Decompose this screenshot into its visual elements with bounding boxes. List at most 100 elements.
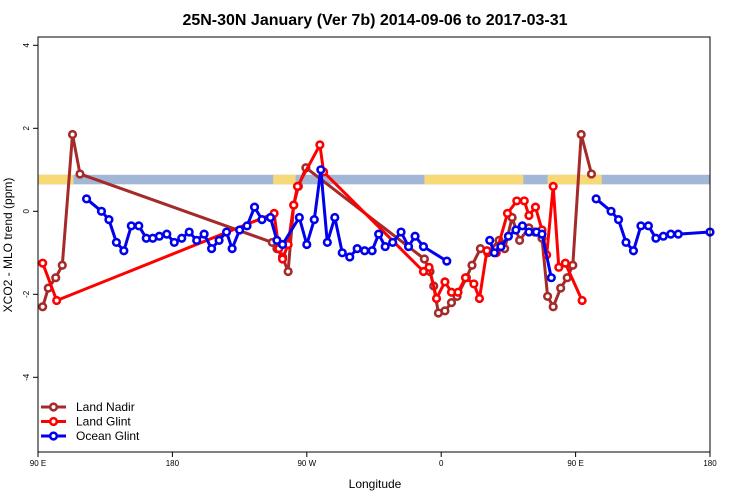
- series-land-nadir: [38, 129, 597, 318]
- x-tick-label: 90 E: [567, 459, 583, 468]
- data-point: [272, 235, 282, 245]
- legend-label: Land Glint: [76, 415, 131, 429]
- data-point: [460, 273, 471, 283]
- data-point: [294, 212, 304, 223]
- legend-label: Ocean Glint: [76, 429, 140, 443]
- y-tick-label: -2: [22, 290, 31, 298]
- series-layer: [38, 129, 715, 318]
- data-point: [554, 262, 564, 272]
- data-point: [257, 215, 267, 225]
- legend-swatch-marker: [48, 402, 59, 412]
- data-point: [442, 256, 452, 266]
- y-tick-label: 4: [22, 43, 31, 48]
- data-point: [249, 202, 260, 212]
- data-point: [424, 262, 434, 272]
- x-axis-title: Longitude: [349, 477, 402, 491]
- data-point: [221, 227, 232, 237]
- data-point: [330, 212, 340, 223]
- data-point: [548, 302, 558, 312]
- data-point: [119, 246, 129, 256]
- data-point: [643, 221, 654, 231]
- y-tick-label: 2: [22, 126, 31, 131]
- data-point: [482, 246, 492, 256]
- data-point: [524, 227, 534, 237]
- data-point: [177, 233, 187, 243]
- data-point: [81, 194, 92, 204]
- legend-swatch-marker: [48, 416, 59, 427]
- data-point: [289, 200, 299, 210]
- data-point: [345, 252, 355, 262]
- data-point: [162, 229, 172, 239]
- data-point: [38, 258, 48, 268]
- data-point: [192, 235, 202, 245]
- series-line: [595, 197, 711, 253]
- data-point: [410, 231, 420, 241]
- x-tick-label: 180: [166, 459, 180, 468]
- data-point: [316, 165, 326, 175]
- data-point: [469, 279, 479, 289]
- data-point: [207, 244, 217, 254]
- ocean-band: [38, 174, 710, 185]
- series-ocean-glint: [591, 194, 715, 256]
- data-point: [315, 140, 325, 150]
- data-point: [474, 293, 485, 304]
- data-point: [126, 221, 136, 231]
- land-band-segment: [424, 174, 524, 185]
- plot-frame: [37, 36, 711, 453]
- data-point: [277, 254, 288, 264]
- data-point: [352, 244, 362, 254]
- data-point: [467, 260, 477, 270]
- land-band-segment: [273, 174, 296, 185]
- data-point: [537, 229, 547, 239]
- data-point: [530, 202, 541, 212]
- data-point: [489, 248, 500, 258]
- data-point: [431, 293, 442, 304]
- data-point: [517, 221, 528, 231]
- data-point: [628, 246, 639, 256]
- data-point: [576, 129, 586, 140]
- data-point: [485, 235, 495, 245]
- data-point: [134, 221, 144, 231]
- data-point: [403, 241, 414, 252]
- data-point: [418, 266, 429, 277]
- data-point: [337, 248, 347, 258]
- data-point: [96, 206, 107, 216]
- land-band-segment: [547, 174, 602, 185]
- data-point: [524, 210, 534, 221]
- data-point: [283, 266, 293, 277]
- data-point: [577, 295, 587, 306]
- series-ocean-glint: [485, 221, 556, 283]
- legend-item: Land Glint: [41, 415, 131, 429]
- data-point: [446, 298, 457, 308]
- data-point: [418, 241, 429, 252]
- y-tick-label: 0: [22, 209, 31, 214]
- data-point: [227, 244, 237, 254]
- legend-swatch-marker: [48, 431, 59, 441]
- series-ocean-glint: [81, 165, 452, 266]
- data-point: [453, 287, 463, 297]
- y-axis: 4 2 0 -2 -4: [22, 43, 38, 381]
- data-point: [184, 227, 194, 237]
- x-tick-label: 90 W: [297, 459, 316, 468]
- data-point: [52, 295, 62, 306]
- data-point: [396, 227, 406, 237]
- data-point: [606, 206, 616, 216]
- data-point: [621, 237, 631, 248]
- x-axis: 90 E 180 90 W 0 90 E 180: [30, 452, 717, 468]
- data-point: [380, 241, 390, 252]
- data-point: [511, 225, 521, 235]
- data-point: [367, 246, 377, 256]
- data-point: [265, 212, 276, 223]
- data-point: [154, 231, 164, 241]
- data-point: [519, 196, 529, 206]
- data-point: [503, 231, 514, 241]
- data-point: [548, 181, 558, 191]
- data-point: [67, 129, 78, 140]
- data-point: [104, 215, 114, 225]
- data-point: [235, 225, 245, 235]
- x-tick-label: 90 E: [30, 459, 46, 468]
- data-point: [512, 196, 522, 206]
- data-point: [568, 260, 578, 270]
